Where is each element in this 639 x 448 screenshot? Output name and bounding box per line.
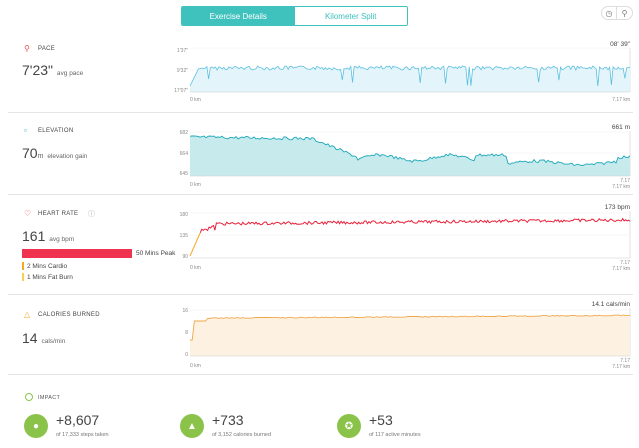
clock-icon[interactable]: ◷ [601, 6, 617, 20]
info-icon[interactable]: ⓘ [88, 211, 95, 218]
heart-rate-summary: 161 avg bpm [22, 228, 74, 244]
pace-peak-label: 08' 39" [610, 41, 631, 48]
heart-rate-y-tick-1: 135 [180, 233, 189, 239]
elevation-title: ELEVATION [38, 128, 74, 134]
impact-steps-sub: of 17,333 steps taken [56, 432, 109, 438]
calories-x-start: 0 km [190, 363, 201, 369]
heart-rate-x-start: 0 km [190, 265, 201, 271]
impact-minutes-value: +53 [369, 412, 393, 428]
divider [8, 112, 633, 113]
pace-x-end: 7.17 km [612, 97, 630, 103]
pace-x-start: 0 km [190, 97, 201, 103]
heart-rate-chart: 173 bpm 180 135 90 7.17 0 km 7.17 km [180, 204, 631, 272]
elevation-area [190, 136, 630, 176]
elevation-x-end: 7.17 km [612, 184, 630, 190]
footsteps-icon: ● [24, 414, 48, 438]
divider [8, 194, 633, 195]
pace-chart: 08' 39" 1'37" 9'32" 17'07" 0 km 7.17 km [174, 41, 631, 103]
heart-rate-x-end-top: 7.17 [620, 260, 630, 266]
zone-fat-burn-bar [22, 273, 24, 281]
heart-rate-value: 161 [22, 228, 46, 244]
heart-rate-line [199, 217, 631, 233]
impact-icon [25, 393, 33, 401]
map-pin-icon[interactable]: ⚲ [617, 6, 633, 20]
pace-y-tick-1: 9'32" [177, 68, 188, 74]
elevation-icon: ▫ [24, 126, 27, 135]
elevation-unit: m [37, 153, 44, 160]
calories-title: CALORIES BURNED [38, 312, 100, 318]
flame-icon: ▲ [180, 414, 204, 438]
impact-minutes-sub: of 117 active minutes [369, 432, 421, 438]
calories-y-tick-2: 0 [185, 352, 188, 358]
heart-rate-line-warmup [189, 232, 201, 257]
elevation-x-end-top: 7.17 [620, 178, 630, 184]
calories-summary: 14 cals/min [22, 330, 65, 346]
heart-rate-desc: avg bpm [49, 236, 75, 243]
zone-cardio: 2 Mins Cardio [22, 262, 67, 270]
pace-summary: 7'23" avg pace [22, 62, 83, 78]
heart-rate-y-tick-0: 180 [180, 212, 189, 218]
pace-title: PACE [38, 46, 56, 52]
impact-calories-value: +733 [212, 412, 244, 428]
map-pin-icon: ⚲ [24, 44, 30, 53]
elevation-chart: 661 m 682 664 645 7.17 0 km 7.17 km [180, 124, 631, 190]
pace-y-tick-2: 17'07" [174, 88, 188, 94]
calories-desc: cals/min [41, 338, 66, 345]
elevation-summary: 70m elevation gain [22, 145, 87, 161]
zone-cardio-label: 2 Mins Cardio [27, 262, 68, 270]
view-toggle: ◷ ⚲ [601, 6, 635, 20]
elevation-peak-label: 661 m [612, 124, 630, 131]
elevation-y-tick-2: 645 [180, 171, 189, 177]
heart-rate-x-end: 7.17 km [612, 266, 630, 272]
calories-peak-label: 14.1 cals/min [592, 301, 631, 308]
zone-fat-burn-label: 1 Mins Fat Burn [27, 273, 73, 281]
calories-x-end-top: 7.17 [620, 358, 630, 364]
pace-value: 7'23" [22, 62, 54, 78]
tab-kilometer-split[interactable]: Kilometer Split [294, 7, 407, 25]
zone-cardio-bar [22, 262, 24, 270]
elevation-value: 70 [22, 145, 38, 161]
divider [8, 294, 633, 295]
calories-chart: 14.1 cals/min 16 8 0 7.17 0 km 7.17 km [182, 301, 630, 370]
calories-value: 14 [22, 330, 38, 346]
impact-title: IMPACT [38, 395, 61, 401]
heart-rate-title: HEART RATE [38, 211, 79, 217]
zone-fat-burn: 1 Mins Fat Burn [22, 273, 73, 281]
zone-peak-bar [22, 249, 132, 258]
calories-line [190, 314, 630, 341]
calories-x-end: 7.17 km [612, 364, 630, 370]
view-tabs: Exercise Details Kilometer Split [181, 6, 408, 26]
impact-calories-sub: of 3,152 calories burned [212, 432, 272, 438]
heart-rate-y-tick-2: 90 [182, 254, 188, 260]
elevation-desc: elevation gain [47, 153, 88, 160]
flame-icon: △ [24, 310, 31, 319]
heart-rate-peak-label: 173 bpm [605, 204, 630, 211]
zone-peak-label: 50 Mins Peak [136, 250, 176, 257]
runner-icon: ✪ [337, 414, 361, 438]
pace-line [189, 64, 631, 87]
calories-y-tick-1: 8 [185, 330, 188, 336]
calories-y-tick-0: 16 [182, 308, 188, 314]
elevation-y-tick-0: 682 [180, 130, 189, 136]
impact-steps-value: +8,607 [56, 412, 100, 428]
pace-y-tick-0: 1'37" [177, 48, 188, 54]
elevation-y-tick-1: 664 [180, 151, 189, 157]
elevation-line [189, 135, 631, 167]
pace-desc: avg pace [56, 70, 84, 77]
pace-area [190, 66, 630, 92]
divider [8, 374, 633, 375]
tab-exercise-details[interactable]: Exercise Details [182, 7, 295, 25]
heart-icon: ♡ [24, 209, 32, 218]
calories-area [190, 315, 630, 356]
elevation-x-start: 0 km [190, 182, 201, 188]
